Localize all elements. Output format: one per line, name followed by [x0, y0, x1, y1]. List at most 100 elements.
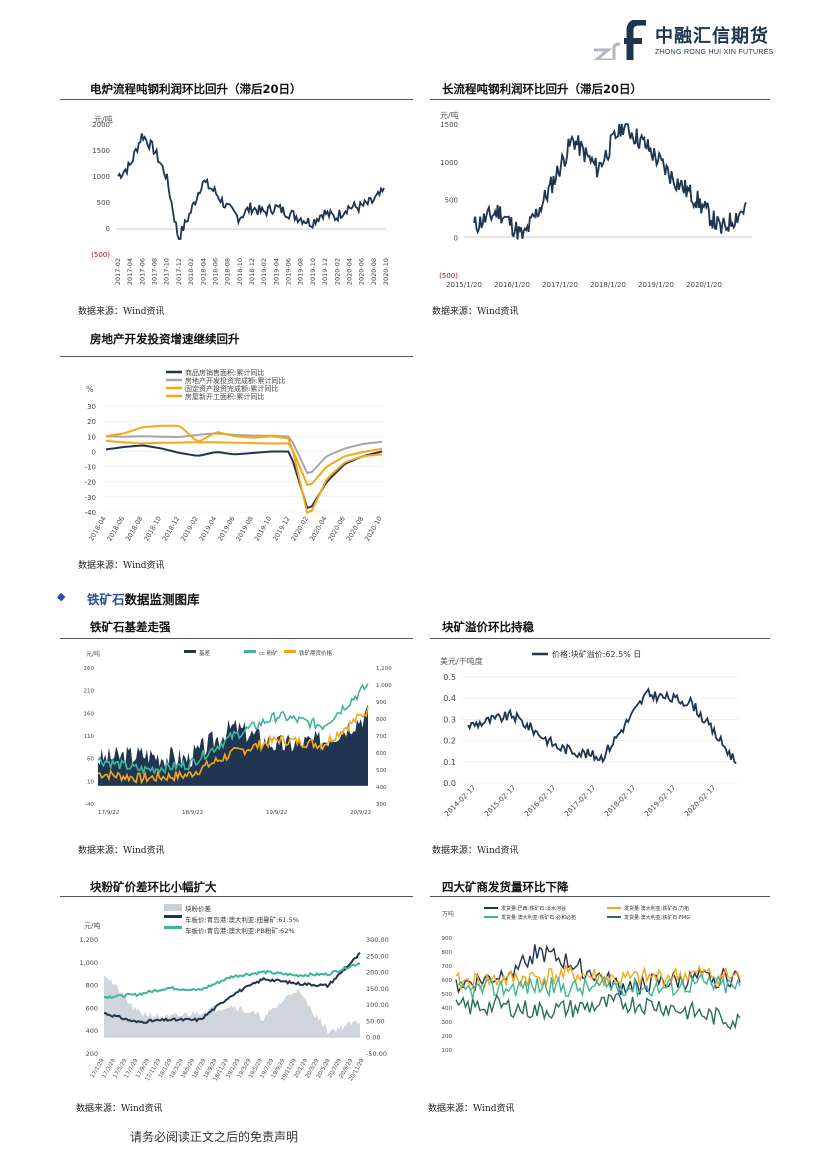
chart5-xtick: 2015-02-17 [483, 784, 517, 818]
chart5-xtick: 2019-02-17 [643, 784, 677, 818]
chart6-ytick-right: 150.00 [366, 985, 389, 993]
chart2-source: 数据来源：Wind资讯 [432, 307, 519, 317]
chart4-ytick-left: 110 [84, 734, 94, 740]
chart1-plot: 元/吨 2000 1500 1000 500 0 (500) 2017-02 2017-04 2… [91, 114, 390, 285]
chart3-series-line [105, 439, 383, 486]
chart5-unit: 美元/干吨度 [440, 656, 483, 666]
chart3-legend-label: 商品房销售面积:累计同比 [185, 368, 264, 377]
chart4-xtick: 17/9/22 [98, 810, 119, 816]
chart7-ytick: 300 [442, 1020, 453, 1026]
chart6-title: 块粉矿价差环比小幅扩大 [90, 880, 217, 894]
chart6-series-line [104, 951, 361, 1024]
chart3-series-line [105, 432, 383, 475]
chart6-ytick-right: 50.00 [366, 1017, 385, 1025]
chart2-ytick: 1500 [440, 121, 458, 129]
chart4-ytick-right: 300 [376, 802, 387, 808]
chart3-series-line [105, 444, 383, 510]
chart2-xtick: 2017/1/20 [542, 281, 578, 289]
chart5-ytick: 0.4 [443, 694, 456, 703]
chart5-xtick: 2018-02-17 [603, 784, 637, 818]
chart3-ytick: 0 [92, 448, 96, 456]
chart2-xtick: 2016/1/20 [494, 281, 530, 289]
chart4-ytick-left: -40 [85, 802, 94, 808]
chart7-legend-label: 发货量:巴西:铁矿石:淡水河谷 [501, 905, 566, 912]
chart2-unit: 元/吨 [440, 110, 459, 120]
chart4-xtick: 20/9/22 [350, 810, 371, 816]
chart4-ytick-left: 210 [84, 689, 94, 695]
chart6-unit: 元/吨 [84, 921, 100, 930]
chart1-xtick: 2018-08 [224, 258, 232, 285]
chart1-ytick: 0 [106, 225, 110, 233]
chart6-ytick-right: 250.00 [366, 952, 389, 960]
chart3-legend-label: 固定资产投资完成额:累计同比 [185, 384, 278, 393]
chart4-ytick-right: 400 [376, 785, 387, 791]
chart3-divider [60, 356, 413, 357]
chart6-source: 数据来源：Wind资讯 [76, 1104, 163, 1114]
chart2-ytick: 1000 [440, 159, 458, 167]
chart4-ytick-left: 160 [84, 711, 94, 717]
chart4-legend-label: 基差 [199, 649, 211, 657]
chart1-xtick: 2019-10 [309, 258, 317, 285]
chart3-ytick: -30 [85, 494, 96, 502]
chart4-ytick-right: 500 [376, 768, 387, 774]
chart7-legend-label: 发货量:澳大利亚:铁矿石:必和必拓 [501, 914, 576, 921]
chart7-legend-label: 发货量:澳大利亚:铁矿石:FMG [624, 914, 690, 921]
disclaimer-text: 请务必阅读正文之后的免责声明 [130, 1130, 299, 1144]
logo-mark-icon [593, 20, 646, 60]
chart7-series-line [455, 973, 741, 999]
chart6-ytick-left: 800 [86, 982, 98, 990]
chart1-xtick: 2017-02 [114, 258, 122, 285]
chart1-ytick: (500) [91, 251, 110, 259]
chart5-ytick: 0.1 [443, 758, 456, 767]
chart6-ytick-right: 300.00 [366, 936, 389, 944]
logo-cn-text: 中融汇信期货 [655, 26, 769, 47]
chart1-xtick: 2020-04 [345, 258, 353, 285]
chart1-ytick: 1500 [92, 147, 110, 155]
chart1-xtick: 2019-12 [321, 258, 329, 285]
chart3-title: 房地产开发投资增速继续回升 [90, 332, 240, 346]
section-heading-prefix: 铁矿石 [87, 592, 125, 607]
chart6-ytick-left: 1,000 [79, 959, 98, 967]
chart2-title: 长流程吨钢利润环比回升（滞后20日） [442, 82, 643, 96]
chart4-ytick-right: 700 [376, 734, 387, 740]
chart3-legend-label: 房地产开发投资完成额:累计同比 [185, 376, 285, 385]
chart1-xtick: 2017-04 [126, 258, 134, 285]
chart4-plot: 元/吨 基差 cc 粉矿 铁矿期货价格 260 210 160 110 60 10 -40 1,1… [84, 649, 392, 816]
section-heading: 铁矿石数据监测图库 [87, 589, 200, 608]
chart4-xtick: 19/9/22 [266, 810, 287, 816]
chart2-xtick: 2019/1/20 [638, 281, 674, 289]
chart4-legend-label: 铁矿期货价格 [299, 649, 333, 657]
chart1-xtick: 2018-12 [248, 258, 256, 285]
chart1-xtick: 2019-04 [272, 258, 280, 285]
chart1-xtick: 2017-06 [138, 258, 146, 285]
chart7-legend-label: 发货量:澳大利亚:铁矿石:力拓 [624, 905, 689, 912]
chart7-source: 数据来源：Wind资讯 [428, 1104, 515, 1114]
chart1-xtick: 2017-12 [175, 258, 183, 285]
chart1-xtick: 2017-08 [151, 258, 159, 285]
logo-en-text: ZHONG RONG HUI XIN FUTURES [655, 49, 774, 56]
chart1-divider [60, 99, 413, 100]
chart4-ytick-left: 10 [87, 779, 94, 785]
chart4-ytick-right: 1,000 [376, 683, 392, 689]
chart7-ytick: 600 [442, 978, 453, 984]
chart5-ytick: 0.2 [443, 737, 456, 746]
chart4-ytick-right: 800 [376, 717, 387, 723]
chart7-series-line [455, 962, 741, 992]
chart6-ytick-left: 200 [86, 1050, 98, 1058]
chart6-ytick-right: 100.00 [366, 1001, 389, 1009]
chart3-ytick: -10 [85, 464, 96, 472]
chart7-ytick: 500 [442, 992, 453, 998]
chart1-xtick: 2018-04 [199, 258, 207, 285]
chart1-xtick: 2017-10 [163, 258, 171, 285]
chart1-xtick: 2020-10 [382, 258, 390, 285]
chart3-series-line [105, 424, 383, 515]
chart1-xtick: 2018-06 [211, 258, 219, 285]
chart7-ytick: 100 [442, 1048, 453, 1054]
chart1-xtick: 2019-08 [297, 258, 305, 285]
chart5-xtick: 2017-02-17 [563, 784, 597, 818]
chart6-legend-label: 车板价:青岛港:澳大利亚:纽曼矿:61.5% [185, 915, 299, 924]
chart7-ytick: 800 [442, 950, 453, 956]
chart1-title: 电炉流程吨钢利润环比回升（滞后20日） [90, 82, 302, 96]
chart4-unit: 元/吨 [86, 650, 100, 658]
chart3-legend-label: 房屋新开工面积:累计同比 [185, 392, 264, 401]
